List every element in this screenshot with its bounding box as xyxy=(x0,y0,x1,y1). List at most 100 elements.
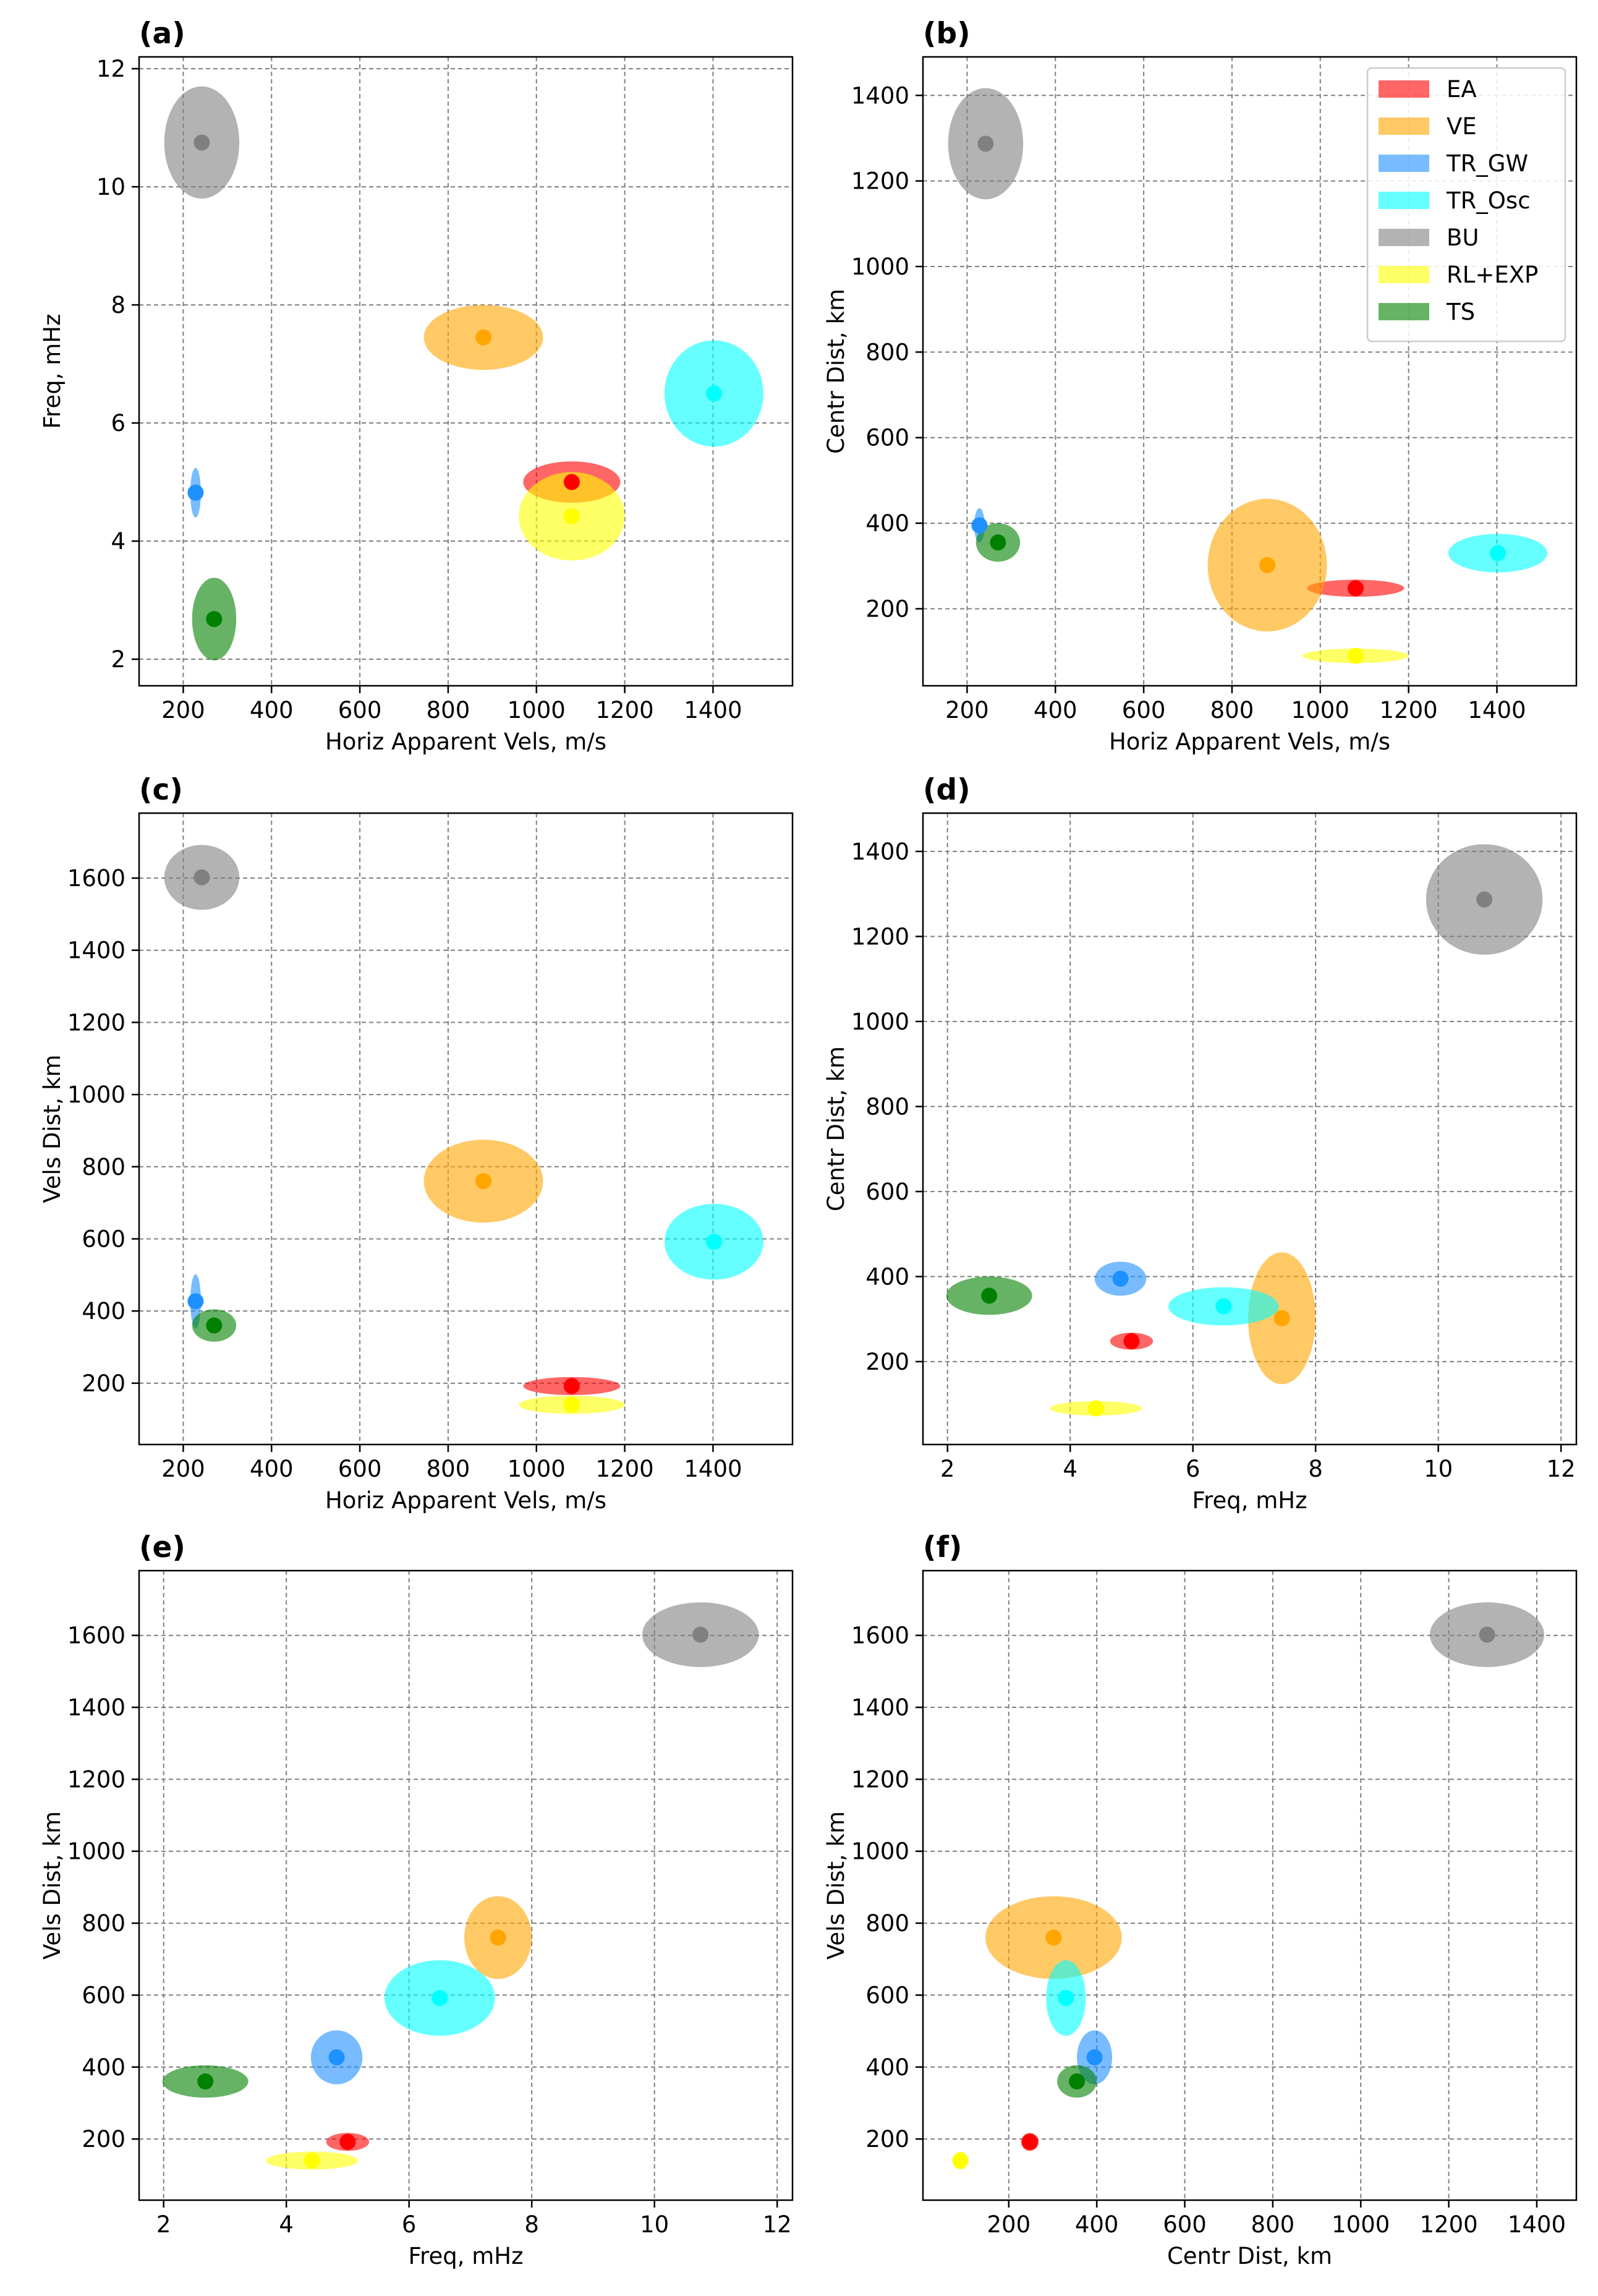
legend-swatch xyxy=(1379,303,1429,320)
panel-label: (a) xyxy=(139,17,185,51)
legend-swatch xyxy=(1379,192,1429,209)
x-tick-label: 1000 xyxy=(1332,2211,1390,2238)
point-ts xyxy=(206,1317,223,1334)
x-tick-label: 12 xyxy=(763,2211,792,2238)
point-rl-exp xyxy=(1347,647,1364,664)
axes-frame xyxy=(922,812,1578,1446)
panel-label: (b) xyxy=(923,17,971,51)
x-tick-label: 400 xyxy=(250,697,294,723)
panel-e: 2 4 6 8 10 12 200 400 600 800 1000 1200 1400 1600 Freq… xyxy=(39,1530,794,2269)
y-tick-label: 1400 xyxy=(851,82,909,109)
x-axis-label: Freq, mHz xyxy=(408,2243,523,2269)
x-tick-label: 600 xyxy=(338,1456,382,1482)
y-tick-label: 1000 xyxy=(67,1838,125,1865)
point-tr-gw xyxy=(1112,1270,1129,1287)
y-tick-label: 1000 xyxy=(851,254,909,280)
x-tick-label: 200 xyxy=(945,697,989,723)
x-tick-label: 800 xyxy=(427,697,470,723)
panel-label: (d) xyxy=(923,773,971,807)
point-ve xyxy=(475,1173,492,1190)
legend-label: TR_Osc xyxy=(1446,187,1531,214)
x-tick-label: 200 xyxy=(161,1456,205,1482)
point-ea xyxy=(563,474,580,490)
x-tick-label: 1000 xyxy=(1291,697,1349,723)
y-tick-label: 4 xyxy=(111,528,125,555)
legend-swatch xyxy=(1379,229,1429,246)
legend-label: VE xyxy=(1447,113,1477,140)
panel-label: (e) xyxy=(139,1530,185,1564)
axes-frame xyxy=(138,1569,794,2201)
y-tick-label: 800 xyxy=(865,1910,909,1937)
plot-area xyxy=(139,1571,793,2200)
point-tr-osc xyxy=(705,1234,722,1250)
y-tick-label: 1400 xyxy=(851,1694,909,1721)
y-tick-label: 2 xyxy=(111,646,125,673)
point-tr-osc xyxy=(1058,1990,1074,2007)
y-tick-label: 800 xyxy=(865,1093,909,1120)
panel-c: 200 400 600 800 1000 1200 1400 200 400 600 800 1000… xyxy=(39,773,794,1514)
y-tick-label: 1400 xyxy=(67,937,125,964)
panel-d: 2 4 6 8 10 12 200 400 600 800 1000 1200 1400 Freq, mH… xyxy=(823,773,1578,1514)
point-ea xyxy=(1021,2133,1038,2150)
panel-a: 200 400 600 800 1000 1200 1400 2 4 6 8 10 12 Horiz Ap… xyxy=(39,17,794,755)
x-tick-label: 12 xyxy=(1547,1456,1576,1482)
y-axis-label: Freq, mHz xyxy=(39,314,66,429)
axes-frame xyxy=(138,56,794,687)
y-tick-label: 400 xyxy=(82,1298,125,1325)
x-axis-label: Horiz Apparent Vels, m/s xyxy=(325,1487,606,1514)
y-tick-label: 200 xyxy=(82,2126,125,2153)
point-ea xyxy=(563,1378,580,1394)
y-tick-label: 600 xyxy=(82,1226,125,1252)
y-tick-label: 1400 xyxy=(851,839,909,865)
x-axis-label: Horiz Apparent Vels, m/s xyxy=(325,728,606,755)
y-tick-label: 12 xyxy=(96,56,125,82)
point-rl-exp xyxy=(952,2153,969,2169)
point-bu xyxy=(193,134,210,151)
point-ts xyxy=(981,1287,998,1304)
point-tr-gw xyxy=(1086,2049,1103,2066)
point-ve xyxy=(475,329,492,346)
x-tick-label: 200 xyxy=(161,697,205,723)
y-tick-label: 600 xyxy=(865,425,909,451)
panel-label: (f) xyxy=(923,1530,962,1564)
point-tr-osc xyxy=(431,1990,448,2007)
x-tick-label: 400 xyxy=(250,1456,294,1482)
point-ts xyxy=(1069,2073,1086,2090)
point-bu xyxy=(193,869,210,886)
y-tick-label: 1200 xyxy=(851,168,909,195)
y-tick-label: 1600 xyxy=(851,1623,909,1649)
x-axis-label: Centr Dist, km xyxy=(1167,2243,1332,2269)
point-ea xyxy=(1347,580,1364,597)
point-tr-osc xyxy=(705,385,722,402)
y-axis-label: Vels Dist, km xyxy=(823,1811,849,1960)
point-tr-gw xyxy=(328,2049,345,2066)
point-bu xyxy=(1476,891,1493,908)
x-tick-label: 600 xyxy=(1163,2211,1207,2238)
x-tick-label: 6 xyxy=(402,2211,417,2238)
x-tick-label: 400 xyxy=(1034,697,1077,723)
point-bu xyxy=(1479,1626,1495,1643)
plot-area xyxy=(923,1571,1576,2200)
x-tick-label: 8 xyxy=(524,2211,539,2238)
y-tick-label: 10 xyxy=(96,174,125,200)
axes-frame xyxy=(922,1569,1578,2201)
panel-label: (c) xyxy=(139,773,183,807)
y-tick-label: 800 xyxy=(865,339,909,365)
x-tick-label: 600 xyxy=(1122,697,1166,723)
legend-label: TS xyxy=(1446,299,1475,325)
y-tick-label: 200 xyxy=(865,1349,909,1375)
point-ve xyxy=(490,1929,506,1946)
point-bu xyxy=(692,1626,709,1643)
axes-frame xyxy=(922,56,1578,687)
point-ve xyxy=(1045,1929,1062,1946)
point-ve xyxy=(1273,1310,1290,1326)
y-tick-label: 200 xyxy=(865,595,909,622)
y-axis-label: Centr Dist, km xyxy=(823,1046,849,1211)
x-axis-label: Freq, mHz xyxy=(1192,1487,1307,1514)
y-tick-label: 1200 xyxy=(851,1766,909,1793)
legend-swatch xyxy=(1379,155,1429,172)
legend-label: TR_GW xyxy=(1446,150,1528,177)
y-axis-label: Vels Dist, km xyxy=(39,1054,66,1203)
point-ts xyxy=(206,611,223,628)
